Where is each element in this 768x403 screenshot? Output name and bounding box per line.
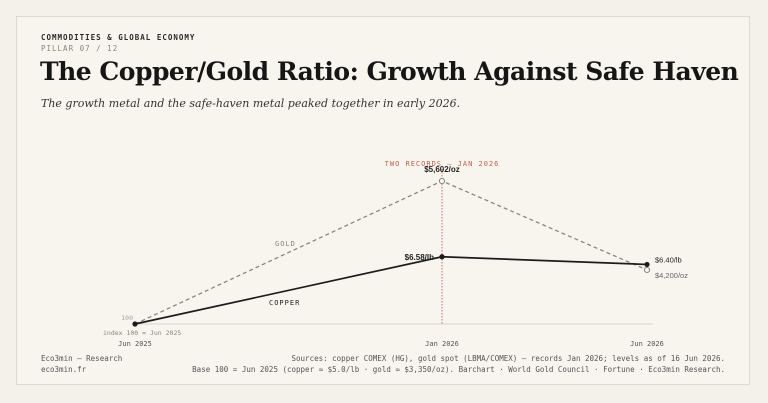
subtitle: The growth metal and the safe-haven meta… <box>41 97 461 110</box>
base-note: Base 100 = Jun 2025 (copper ≈ $5.0/lb · … <box>192 365 725 374</box>
series-line-gold <box>134 180 648 325</box>
baseline-note: index 100 = Jun 2025 <box>103 329 181 337</box>
data-point <box>643 266 651 274</box>
x-tick-label: Jun 2026 <box>630 340 664 348</box>
plot-area: 100 index 100 = Jun 2025 TWO RECORDS — JAN… <box>103 160 688 348</box>
footer-url[interactable]: eco3min.fr <box>41 365 87 374</box>
footer-brand: Eco3min — Research <box>41 354 123 363</box>
data-point <box>132 321 138 327</box>
series-label-copper: COPPER <box>269 299 300 307</box>
pillar-label: PILLAR 07 / 12 <box>41 44 119 53</box>
data-label: $4,200/oz <box>655 271 688 280</box>
chart-card: COMMODITIES & GLOBAL ECONOMY PILLAR 07 /… <box>16 16 750 385</box>
page-title: The Copper/Gold Ratio: Growth Against Sa… <box>40 57 739 86</box>
data-point <box>438 177 446 185</box>
series-line-copper <box>134 255 648 325</box>
data-label: $6.58/lb <box>405 253 434 262</box>
annotation-label: TWO RECORDS — JAN 2026 <box>385 160 500 168</box>
x-tick-label: Jan 2026 <box>425 340 459 348</box>
data-label: $5,602/oz <box>424 165 460 174</box>
data-label: $6.40/lb <box>655 255 682 264</box>
data-point <box>439 254 445 260</box>
baseline-tick-label: 100 <box>121 314 133 322</box>
sources-line: Sources: copper COMEX (HG), gold spot (L… <box>291 354 725 363</box>
data-point <box>644 261 650 268</box>
footer-credit: Eco3min — Research eco3min.fr <box>41 353 122 375</box>
line-chart: 100 index 100 = Jun 2025 TWO RECORDS — JAN… <box>103 160 688 348</box>
series-label-gold: GOLD <box>275 240 296 248</box>
kicker: COMMODITIES & GLOBAL ECONOMY <box>41 33 196 42</box>
footer-sources: Sources: copper COMEX (HG), gold spot (L… <box>192 353 725 375</box>
x-tick-label: Jun 2025 <box>118 340 152 348</box>
